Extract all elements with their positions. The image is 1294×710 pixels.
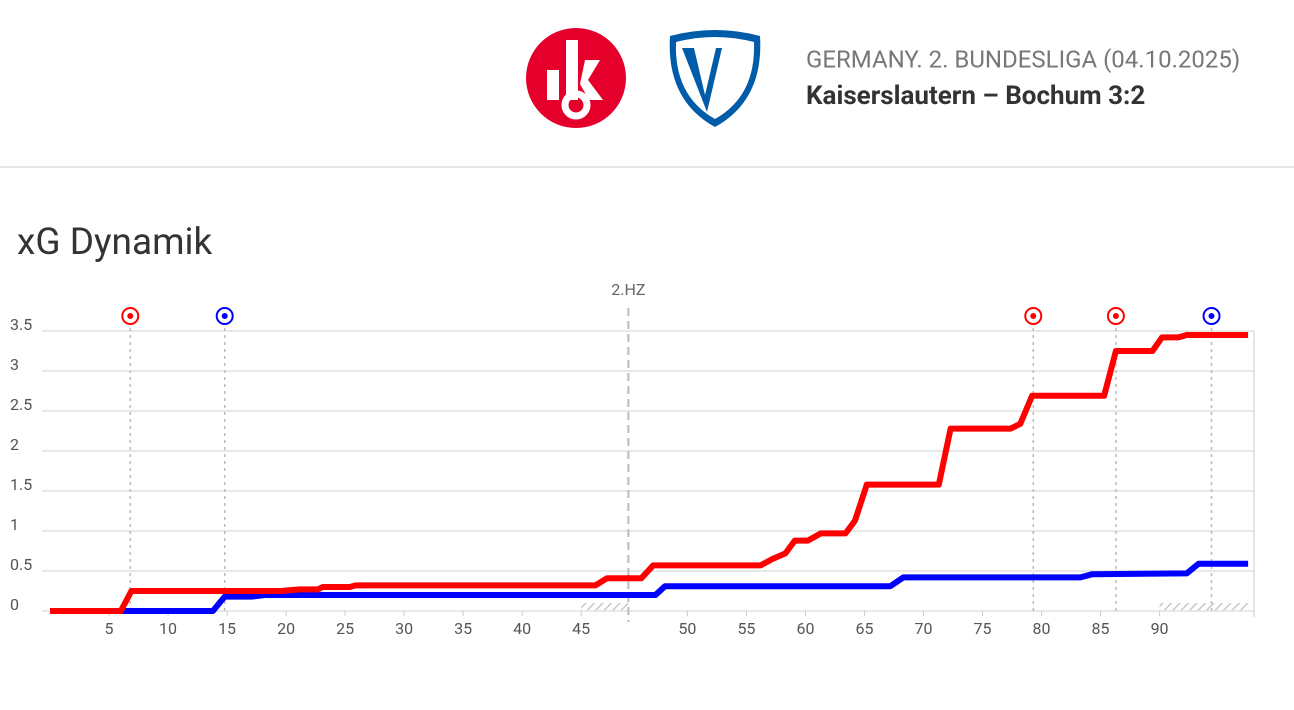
goal-icon-center [221,313,228,319]
y-tick-label: 0 [10,595,19,614]
half-time-label: 2.HZ [611,280,645,299]
home-logo [526,28,626,128]
stoppage-band [1159,603,1249,611]
x-tick-label: 70 [914,619,932,638]
x-tick-label: 10 [159,619,177,638]
goal-icon-center [127,313,134,319]
x-tick-label: 45 [572,619,590,638]
y-tick-label: 3.5 [10,315,32,334]
x-tick-label: 65 [855,619,873,638]
x-tick-label: 75 [974,619,992,638]
x-tick-label: 20 [277,619,295,638]
match-title: Kaiserslautern – Bochum 3:2 [806,81,1145,111]
y-tick-label: 1 [10,515,19,534]
x-tick-label: 5 [105,619,114,638]
away-logo [669,30,761,127]
plot: 0 0.5 1 1.5 2 2.5 3 3.5 5 10 15 20 25 30 35 40 45 50 55 60 6… [10,280,1255,638]
x-tick-label: 50 [678,619,696,638]
x-tick-label: 60 [796,619,814,638]
x-tick-label: 85 [1092,619,1110,638]
y-tick-label: 1.5 [10,475,32,494]
league-title: GERMANY. 2. BUNDESLIGA (04.10.2025) [806,45,1240,73]
goal-icon-center [1112,313,1119,319]
y-tick-label: 2.5 [10,395,32,414]
stoppage-band [581,603,629,611]
y-tick-label: 0.5 [10,555,32,574]
x-tick-label: 55 [737,619,755,638]
x-tick-label: 80 [1033,619,1051,638]
goal-icon-center [1208,313,1215,319]
x-tick-label: 90 [1151,619,1169,638]
xg-line [50,560,1249,614]
x-tick-label: 25 [336,619,354,638]
x-tick-label: 15 [218,619,236,638]
y-tick-label: 2 [10,435,19,454]
x-tick-label: 35 [454,619,472,638]
x-tick-label: 30 [395,619,413,638]
y-tick-label: 3 [10,355,19,374]
x-tick-label: 40 [513,619,531,638]
chart-title: xG Dynamik [17,221,213,264]
xg-line [50,332,1249,614]
goal-icon-center [1030,313,1037,319]
